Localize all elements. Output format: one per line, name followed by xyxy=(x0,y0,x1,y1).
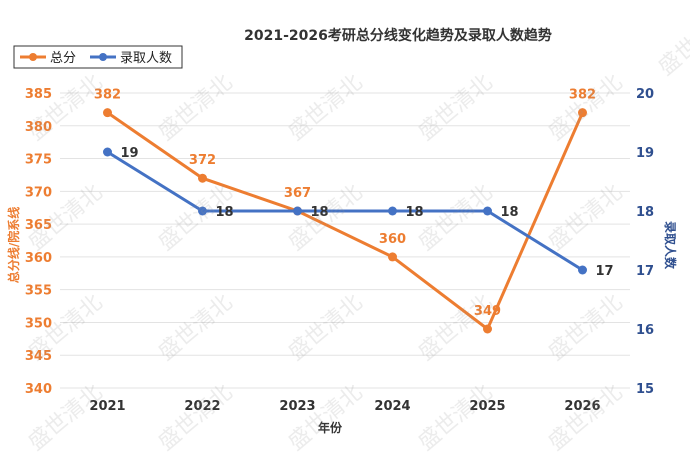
data-label: 382 xyxy=(94,88,121,103)
data-point xyxy=(103,147,112,157)
data-point xyxy=(388,206,397,216)
x-tick-label: 2021 xyxy=(89,399,125,414)
chart-title: 2021-2026考研总分线变化趋势及录取人数趋势 xyxy=(244,27,552,44)
y-left-tick-label: 375 xyxy=(25,153,52,168)
legend-marker-admitted xyxy=(99,53,107,61)
y-left-tick-label: 340 xyxy=(25,382,52,397)
gridlines xyxy=(60,92,630,389)
data-label: 367 xyxy=(284,186,311,201)
y-left-tick-label: 355 xyxy=(25,284,52,299)
data-label: 18 xyxy=(501,205,519,220)
y-right-tick-label: 17 xyxy=(636,264,654,279)
data-point xyxy=(198,173,207,183)
legend: 总分 录取人数 xyxy=(13,45,183,69)
x-tick-label: 2024 xyxy=(374,399,410,414)
x-tick-label: 2025 xyxy=(469,399,505,414)
y-right-tick-label: 18 xyxy=(636,205,654,220)
data-point xyxy=(293,206,302,216)
x-axis-title: 年份 xyxy=(318,420,343,435)
y-right-tick-label: 19 xyxy=(636,146,654,161)
series-layer: 382 372 367 360 349 382 19 18 18 18 18 17 xyxy=(94,88,614,334)
x-tick-label: 2022 xyxy=(184,399,220,414)
data-label: 18 xyxy=(311,205,329,220)
y-left-tick-label: 360 xyxy=(25,251,52,266)
x-tick-label: 2023 xyxy=(279,399,315,414)
y-left-tick-label: 380 xyxy=(25,120,52,135)
y-right-tick-label: 15 xyxy=(636,382,654,397)
data-label: 19 xyxy=(121,146,139,161)
y-left-tick-label: 350 xyxy=(25,316,52,331)
data-point xyxy=(388,252,397,262)
y-right-tick-label: 20 xyxy=(636,87,654,102)
data-label: 382 xyxy=(569,88,596,103)
data-label: 18 xyxy=(216,205,234,220)
y-left-tick-label: 385 xyxy=(25,87,52,102)
data-point xyxy=(198,206,207,216)
series-line-0 xyxy=(106,111,584,332)
y-left-tick-label: 370 xyxy=(25,185,52,200)
data-label: 349 xyxy=(474,304,501,319)
data-point xyxy=(483,206,492,216)
data-label: 17 xyxy=(596,264,614,279)
y-right-axis-title: 录取人数 xyxy=(663,221,678,270)
data-point xyxy=(578,108,587,118)
legend-label-total: 总分 xyxy=(50,51,76,66)
y-left-axis: 340 345 350 355 360 365 370 375 380 385 xyxy=(25,87,52,397)
y-left-axis-title: 总分线/院系线 xyxy=(6,207,21,283)
data-label: 360 xyxy=(379,232,406,247)
legend-marker-total xyxy=(29,53,37,61)
data-point xyxy=(578,265,587,275)
y-left-tick-label: 365 xyxy=(25,218,52,233)
series-line-1 xyxy=(106,150,584,272)
x-axis: 2021 2022 2023 2024 2025 2026 xyxy=(89,399,600,414)
data-label: 372 xyxy=(189,153,216,168)
y-right-axis: 15 16 17 18 19 20 xyxy=(636,87,654,397)
data-label: 18 xyxy=(406,205,424,220)
data-point xyxy=(103,108,112,118)
y-left-tick-label: 345 xyxy=(25,349,52,364)
data-point xyxy=(483,324,492,334)
legend-label-admitted: 录取人数 xyxy=(120,51,172,66)
x-tick-label: 2026 xyxy=(564,399,600,414)
y-right-tick-label: 16 xyxy=(636,323,654,338)
